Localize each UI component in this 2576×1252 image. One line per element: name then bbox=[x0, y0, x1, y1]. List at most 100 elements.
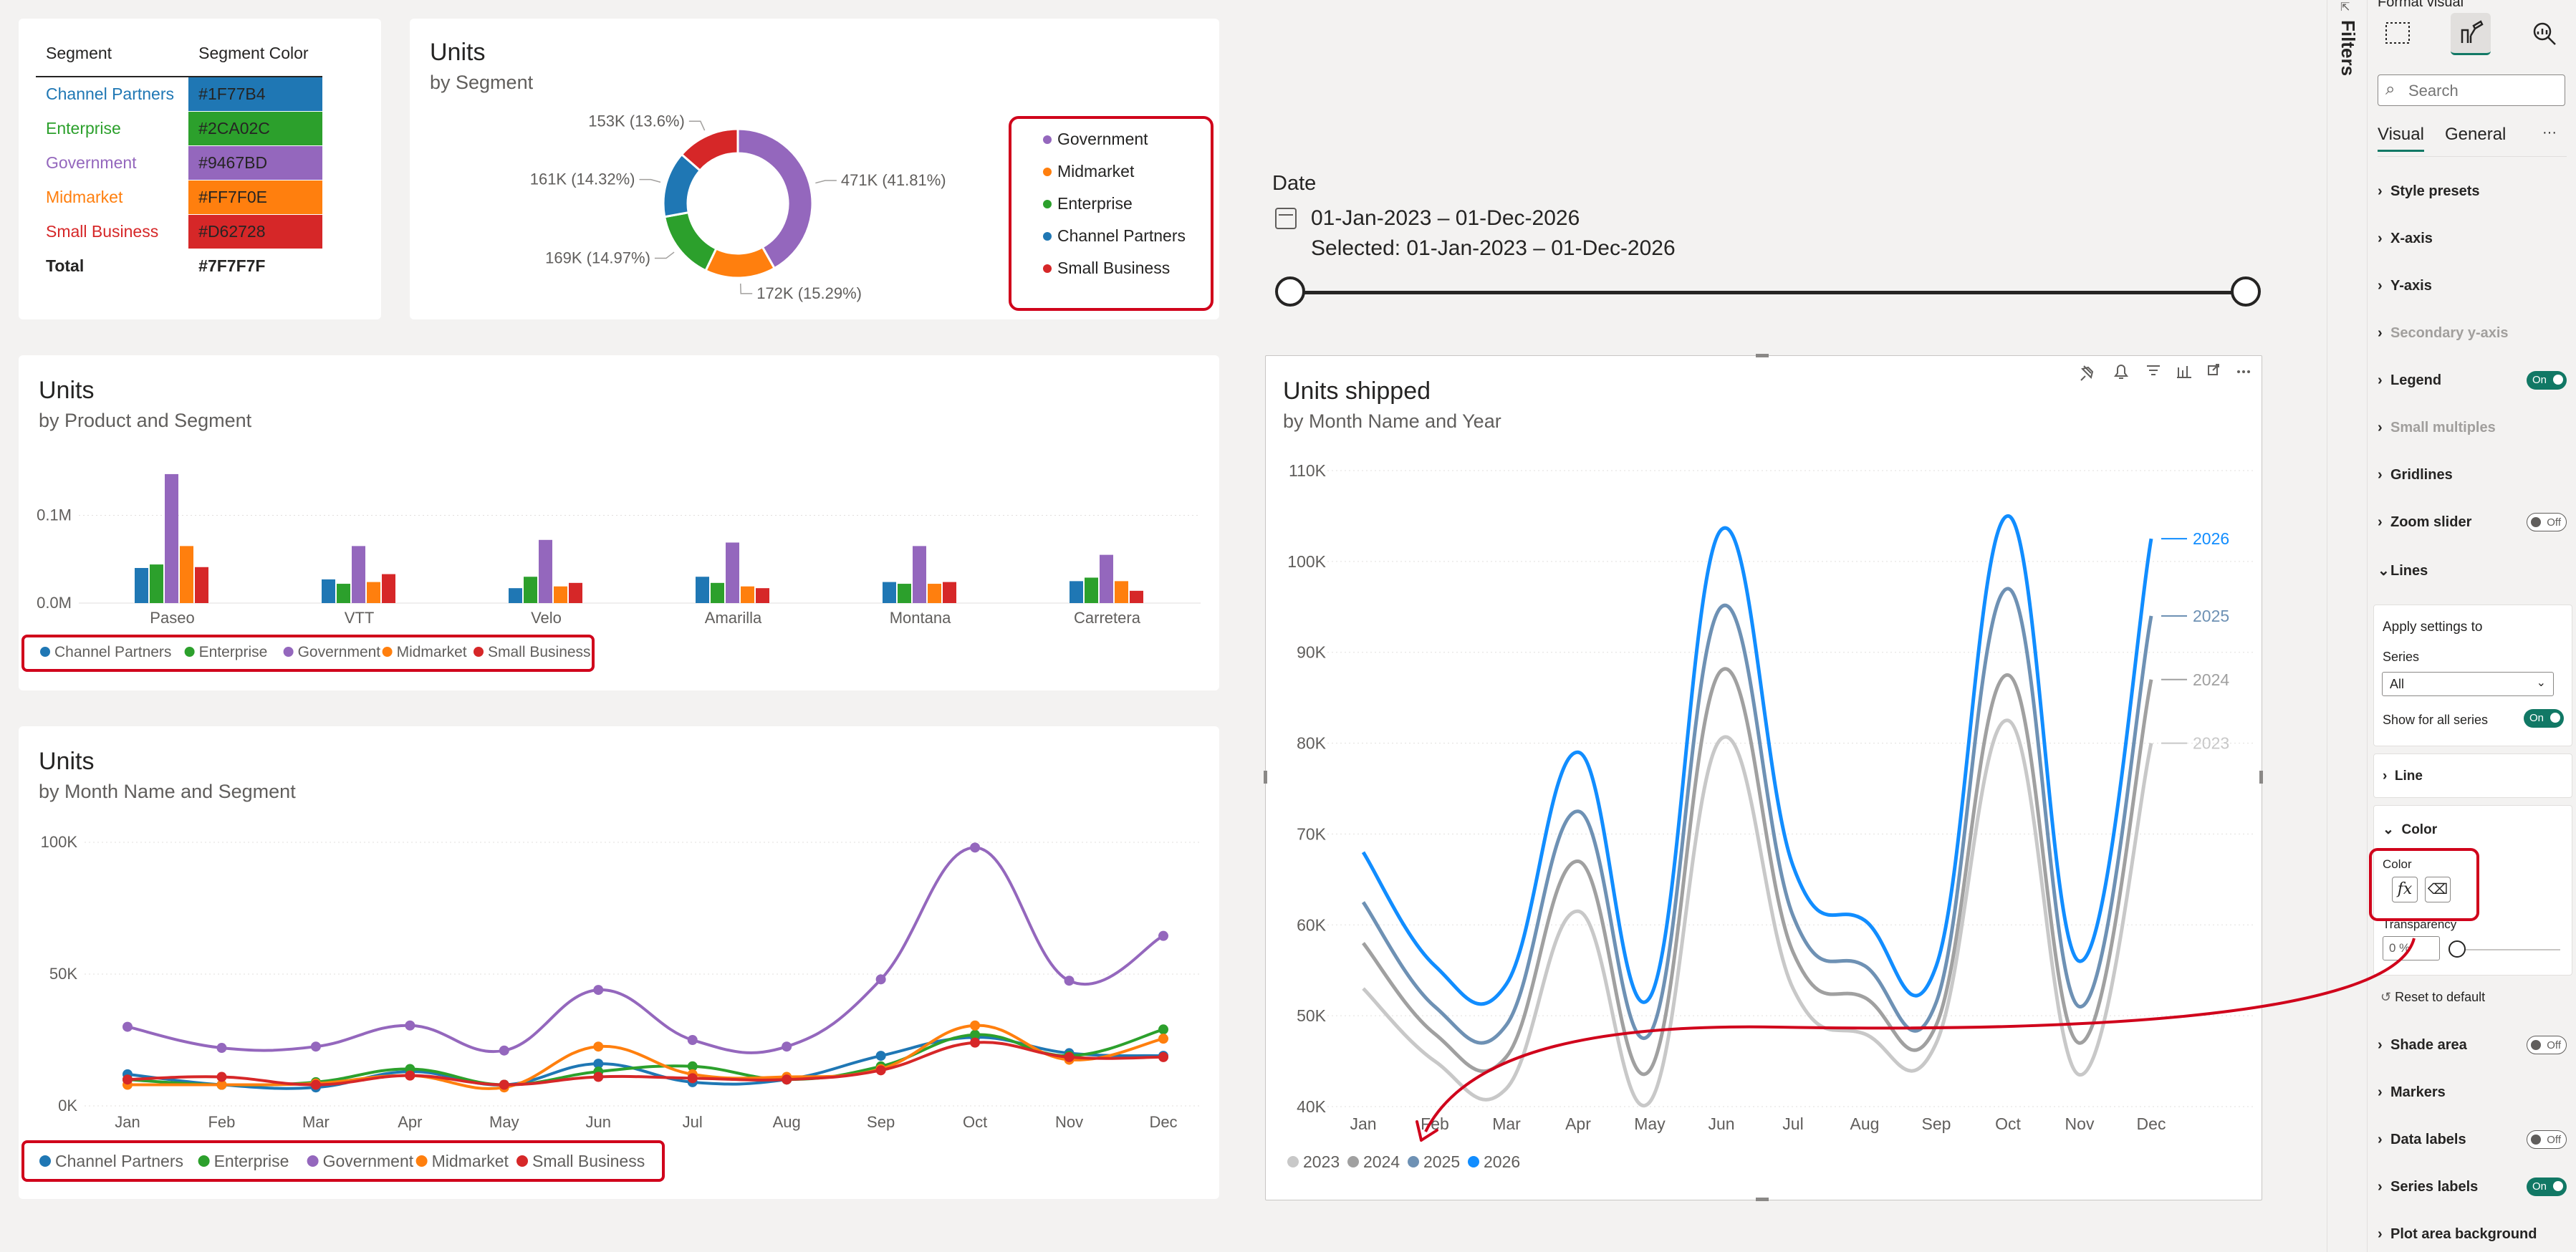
eraser-icon[interactable]: ⌫ bbox=[2425, 877, 2451, 902]
data-point[interactable] bbox=[1158, 1024, 1168, 1035]
legend-item[interactable]: Enterprise bbox=[1057, 194, 1133, 213]
toggle-shade-area[interactable]: Off bbox=[2527, 1036, 2567, 1054]
data-point[interactable] bbox=[310, 1079, 321, 1090]
format-search-box[interactable]: ⌕ bbox=[2378, 74, 2565, 106]
format-search-input[interactable] bbox=[2407, 80, 2553, 102]
legend-item[interactable]: Government bbox=[323, 1152, 414, 1170]
bar[interactable] bbox=[943, 582, 956, 603]
bar[interactable] bbox=[195, 567, 208, 603]
bar[interactable] bbox=[322, 579, 335, 603]
data-point[interactable] bbox=[782, 1074, 792, 1085]
bar[interactable] bbox=[1070, 581, 1083, 603]
bar[interactable] bbox=[150, 564, 163, 603]
format-section-legend[interactable]: › Legend bbox=[2378, 372, 2442, 388]
filters-pane-collapsed[interactable]: ⇱ bbox=[2327, 0, 2368, 1252]
legend-item[interactable]: 2026 bbox=[1484, 1152, 1520, 1171]
data-point[interactable] bbox=[875, 1051, 886, 1061]
data-point[interactable] bbox=[875, 974, 886, 985]
format-section-secondary-y-axis[interactable]: › Secondary y-axis bbox=[2378, 325, 2509, 341]
bar[interactable] bbox=[711, 582, 724, 603]
reset-to-default-link[interactable]: ↺ Reset to default bbox=[2380, 990, 2486, 1004]
bar[interactable] bbox=[898, 584, 911, 603]
format-section-gridlines[interactable]: › Gridlines bbox=[2378, 467, 2453, 483]
line-card[interactable]: › Line bbox=[2373, 753, 2572, 798]
data-point[interactable] bbox=[405, 1070, 415, 1081]
color-section-label[interactable]: ⌄ Color bbox=[2383, 822, 2438, 837]
bar[interactable] bbox=[554, 586, 567, 603]
data-point[interactable] bbox=[405, 1020, 415, 1031]
bar[interactable] bbox=[696, 577, 709, 603]
filter-icon[interactable] bbox=[2147, 365, 2160, 375]
bar[interactable] bbox=[756, 588, 769, 603]
series-line[interactable] bbox=[1361, 514, 2153, 1006]
data-point[interactable] bbox=[1064, 1051, 1075, 1062]
legend-item[interactable]: Government bbox=[298, 644, 381, 660]
format-section-shade-area[interactable]: › Shade area bbox=[2378, 1037, 2467, 1053]
bar[interactable] bbox=[928, 584, 941, 603]
format-section-style-presets[interactable]: › Style presets bbox=[2378, 183, 2480, 199]
data-point[interactable] bbox=[687, 1035, 698, 1045]
date-slider-track[interactable] bbox=[1291, 291, 2246, 294]
data-point[interactable] bbox=[593, 1041, 604, 1052]
data-point[interactable] bbox=[216, 1079, 227, 1090]
resize-handle-bottom[interactable] bbox=[1756, 1198, 1769, 1201]
more-options-icon[interactable] bbox=[2237, 370, 2250, 373]
format-visual-icon[interactable] bbox=[2451, 13, 2491, 55]
data-point[interactable] bbox=[970, 1020, 981, 1031]
format-section-x-axis[interactable]: › X-axis bbox=[2378, 231, 2433, 246]
donut-slice[interactable] bbox=[736, 127, 814, 270]
format-section-lines[interactable]: ⌄Lines bbox=[2378, 563, 2428, 579]
legend-item[interactable]: Midmarket bbox=[432, 1152, 509, 1170]
data-point[interactable] bbox=[122, 1021, 133, 1032]
segment-line-card[interactable]: Units by Month Name and Segment 0K 50K 100… bbox=[19, 726, 1219, 1199]
data-point[interactable] bbox=[970, 1037, 981, 1048]
table-row[interactable]: Channel Partners #1F77B4 bbox=[36, 76, 322, 112]
data-point[interactable] bbox=[1158, 1034, 1168, 1044]
bar-chart-card[interactable]: Units by Product and Segment 0.0M 0.1M Pas… bbox=[19, 355, 1219, 690]
bell-icon[interactable] bbox=[2114, 365, 2128, 379]
legend-item[interactable]: Enterprise bbox=[199, 644, 268, 660]
focus-mode-icon[interactable] bbox=[2208, 364, 2219, 375]
data-point[interactable] bbox=[1064, 976, 1075, 986]
legend-item[interactable]: Small Business bbox=[1057, 259, 1170, 277]
bar[interactable] bbox=[509, 588, 522, 603]
bar[interactable] bbox=[1115, 581, 1128, 603]
data-point[interactable] bbox=[499, 1045, 509, 1056]
data-point[interactable] bbox=[499, 1079, 509, 1090]
more-options-button[interactable]: ··· bbox=[2542, 125, 2557, 140]
legend-item[interactable]: 2025 bbox=[1423, 1152, 1460, 1171]
legend-item[interactable]: Small Business bbox=[488, 644, 591, 660]
data-point[interactable] bbox=[593, 1059, 604, 1069]
table-row[interactable]: Midmarket #FF7F0E bbox=[36, 180, 322, 215]
bar[interactable] bbox=[352, 546, 365, 603]
format-section-y-axis[interactable]: › Y-axis bbox=[2378, 278, 2432, 294]
legend-item[interactable]: Enterprise bbox=[214, 1152, 289, 1170]
resize-handle-left[interactable] bbox=[1264, 771, 1267, 784]
data-point[interactable] bbox=[1158, 1051, 1168, 1062]
data-point[interactable] bbox=[122, 1074, 133, 1085]
format-section-zoom-slider[interactable]: › Zoom slider bbox=[2378, 514, 2472, 530]
bar[interactable] bbox=[1100, 554, 1113, 603]
resize-handle-right[interactable] bbox=[2259, 771, 2263, 784]
insights-icon[interactable] bbox=[2177, 366, 2191, 378]
series-line[interactable] bbox=[127, 1036, 1164, 1090]
expand-filters-icon[interactable]: ⇱ bbox=[2340, 1, 2350, 14]
data-point[interactable] bbox=[216, 1072, 227, 1082]
donut-slice[interactable] bbox=[680, 127, 739, 173]
transparency-input[interactable]: 0 % bbox=[2383, 936, 2440, 960]
segment-header[interactable]: Segment bbox=[46, 43, 112, 62]
donut-slice[interactable] bbox=[663, 211, 718, 272]
data-point[interactable] bbox=[1158, 930, 1168, 941]
calendar-icon[interactable] bbox=[1275, 208, 1297, 229]
series-dropdown[interactable]: All ⌄ bbox=[2382, 672, 2554, 696]
toggle-data-labels[interactable]: Off bbox=[2527, 1130, 2567, 1149]
format-section-small-multiples[interactable]: › Small multiples bbox=[2378, 420, 2496, 435]
bar[interactable] bbox=[539, 539, 552, 603]
units-shipped-card[interactable]: Units shipped by Month Name and Year 40K… bbox=[1265, 355, 2262, 1200]
legend-item[interactable]: Government bbox=[1057, 130, 1148, 148]
table-row[interactable]: Small Business #D62728 bbox=[36, 214, 322, 249]
pin-icon[interactable] bbox=[2080, 365, 2094, 381]
bar[interactable] bbox=[382, 574, 395, 603]
bar[interactable] bbox=[367, 582, 380, 603]
segment-color-header[interactable]: Segment Color bbox=[198, 43, 309, 62]
